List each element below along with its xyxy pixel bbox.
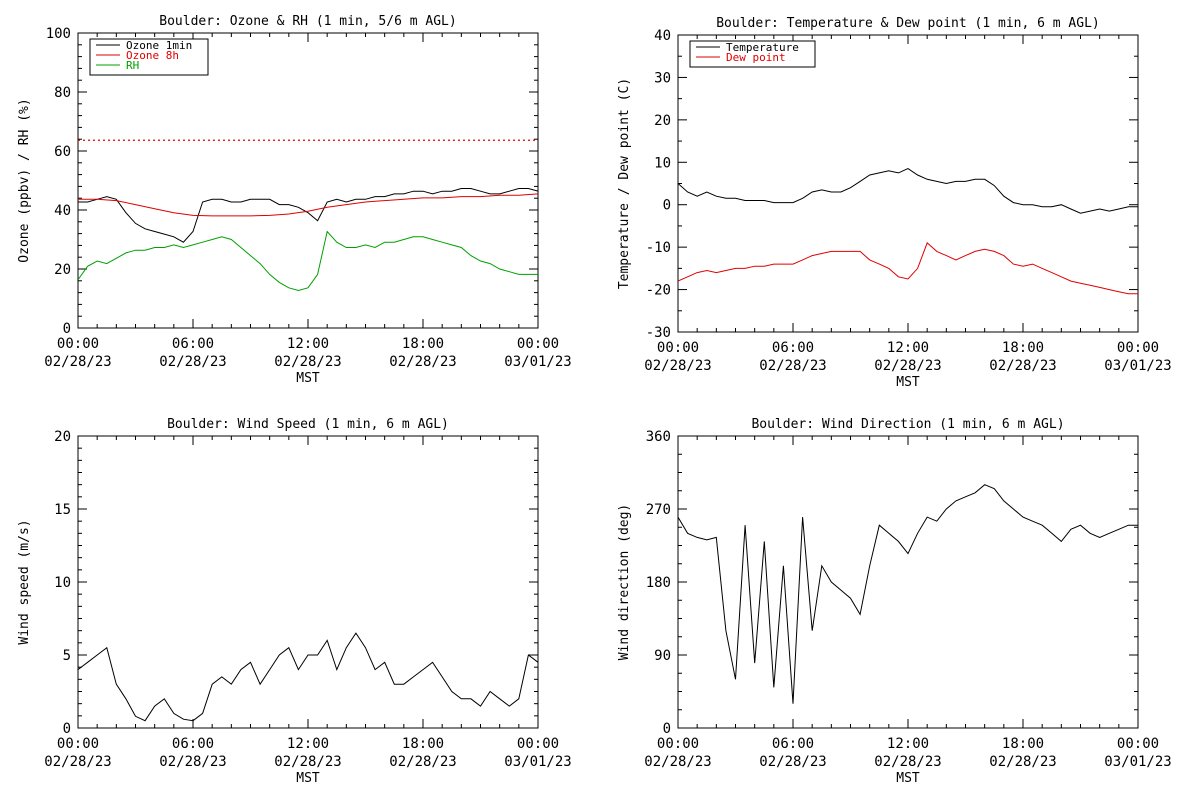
x-tick-time: 00:00 bbox=[1117, 736, 1159, 752]
ozone-8h-line bbox=[78, 193, 538, 217]
plot-frame bbox=[77, 435, 539, 729]
x-tick-time: 18:00 bbox=[402, 336, 444, 352]
x-tick-date: 03/01/23 bbox=[504, 754, 571, 770]
legend-label: Ozone 8h bbox=[126, 49, 179, 62]
x-axis-label: MST bbox=[296, 771, 320, 786]
x-axis-label: MST bbox=[296, 371, 320, 386]
y-tick-label: 0 bbox=[663, 721, 671, 737]
legend-label: Temperature bbox=[726, 41, 799, 54]
x-tick-time: 00:00 bbox=[517, 336, 559, 352]
chart-panel-2: Boulder: Temperature & Dew point (1 min,… bbox=[617, 16, 1172, 390]
plot-frame bbox=[677, 435, 1139, 729]
legend-label: Dew point bbox=[726, 51, 786, 64]
chart-panel-4: Boulder: Wind Direction (1 min, 6 m AGL)… bbox=[617, 417, 1172, 786]
chart-panel-1: Boulder: Ozone & RH (1 min, 5/6 m AGL)02… bbox=[17, 14, 572, 386]
y-tick-label: -30 bbox=[646, 325, 671, 341]
x-tick-date: 03/01/23 bbox=[504, 354, 571, 370]
y-tick-label: 180 bbox=[646, 575, 671, 591]
chart-title: Boulder: Ozone & RH (1 min, 5/6 m AGL) bbox=[159, 14, 456, 29]
x-tick-time: 00:00 bbox=[517, 736, 559, 752]
y-tick-label: 20 bbox=[54, 262, 71, 278]
y-axis-label: Temperature / Dew point (C) bbox=[617, 78, 632, 289]
x-axis-label: MST bbox=[896, 771, 920, 786]
x-tick-time: 12:00 bbox=[887, 736, 929, 752]
y-tick-label: 0 bbox=[63, 321, 71, 337]
x-tick-date: 02/28/23 bbox=[44, 354, 111, 370]
x-tick-date: 02/28/23 bbox=[644, 754, 711, 770]
dew-point-line bbox=[678, 242, 1138, 295]
x-tick-time: 00:00 bbox=[657, 340, 699, 356]
x-tick-time: 18:00 bbox=[402, 736, 444, 752]
series-1-line bbox=[678, 484, 1138, 704]
ozone-1min-line bbox=[78, 188, 538, 243]
x-tick-time: 06:00 bbox=[772, 736, 814, 752]
chart-panel-3: Boulder: Wind Speed (1 min, 6 m AGL) 0 5 10… bbox=[17, 417, 572, 786]
y-tick-label: 10 bbox=[654, 155, 671, 171]
y-tick-label: -20 bbox=[646, 283, 671, 299]
chart-title: Boulder: Wind Speed (1 min, 6 m AGL) bbox=[167, 417, 449, 432]
y-tick-label: 40 bbox=[54, 203, 71, 219]
plot-frame bbox=[677, 34, 1139, 333]
y-tick-label: 80 bbox=[54, 85, 71, 101]
y-tick-label: 0 bbox=[63, 721, 71, 737]
y-axis-label: Wind direction (deg) bbox=[617, 504, 632, 661]
x-tick-date: 02/28/23 bbox=[874, 754, 941, 770]
y-tick-label: 20 bbox=[654, 113, 671, 129]
rh-line bbox=[78, 230, 538, 292]
y-tick-label: 40 bbox=[654, 28, 671, 44]
y-tick-label: 15 bbox=[54, 502, 71, 518]
legend-label: Ozone 1min bbox=[126, 39, 192, 52]
x-tick-date: 02/28/23 bbox=[989, 754, 1056, 770]
y-tick-label: 30 bbox=[654, 70, 671, 86]
x-tick-time: 18:00 bbox=[1002, 340, 1044, 356]
x-tick-date: 02/28/23 bbox=[989, 358, 1056, 374]
x-tick-time: 18:00 bbox=[1002, 736, 1044, 752]
series-1-line bbox=[78, 632, 538, 722]
x-tick-date: 02/28/23 bbox=[274, 754, 341, 770]
x-tick-date: 02/28/23 bbox=[274, 354, 341, 370]
x-tick-time: 12:00 bbox=[287, 736, 329, 752]
y-tick-label: 5 bbox=[63, 648, 71, 664]
chart-title: Boulder: Temperature & Dew point (1 min,… bbox=[716, 16, 1100, 31]
y-axis-label: Ozone (ppbv) / RH (%) bbox=[17, 98, 32, 262]
x-tick-time: 06:00 bbox=[172, 736, 214, 752]
x-tick-date: 02/28/23 bbox=[644, 358, 711, 374]
chart-title: Boulder: Wind Direction (1 min, 6 m AGL) bbox=[751, 417, 1064, 432]
legend-label: RH bbox=[126, 59, 139, 72]
x-tick-date: 02/28/23 bbox=[389, 754, 456, 770]
x-tick-date: 03/01/23 bbox=[1104, 358, 1171, 374]
y-tick-label: 270 bbox=[646, 502, 671, 518]
y-tick-label: 20 bbox=[54, 429, 71, 445]
x-tick-date: 02/28/23 bbox=[159, 354, 226, 370]
legend-box bbox=[689, 40, 816, 68]
temperature-line bbox=[678, 168, 1138, 214]
x-tick-time: 00:00 bbox=[57, 336, 99, 352]
x-tick-date: 03/01/23 bbox=[1104, 754, 1171, 770]
y-tick-label: 90 bbox=[654, 648, 671, 664]
x-tick-date: 02/28/23 bbox=[759, 754, 826, 770]
x-tick-time: 06:00 bbox=[772, 340, 814, 356]
y-axis-label: Wind speed (m/s) bbox=[17, 519, 32, 644]
plot-frame bbox=[77, 32, 539, 329]
y-tick-label: -10 bbox=[646, 240, 671, 256]
x-tick-date: 02/28/23 bbox=[759, 358, 826, 374]
x-tick-time: 12:00 bbox=[887, 340, 929, 356]
x-tick-date: 02/28/23 bbox=[44, 754, 111, 770]
y-tick-label: 60 bbox=[54, 144, 71, 160]
y-tick-label: 0 bbox=[663, 198, 671, 214]
x-tick-time: 00:00 bbox=[657, 736, 699, 752]
y-tick-label: 10 bbox=[54, 575, 71, 591]
y-tick-label: 360 bbox=[646, 429, 671, 445]
y-tick-label: 100 bbox=[46, 26, 71, 42]
x-tick-time: 00:00 bbox=[1117, 340, 1159, 356]
x-axis-label: MST bbox=[896, 375, 920, 390]
x-tick-time: 00:00 bbox=[57, 736, 99, 752]
x-tick-time: 12:00 bbox=[287, 336, 329, 352]
x-tick-date: 02/28/23 bbox=[159, 754, 226, 770]
x-tick-time: 06:00 bbox=[172, 336, 214, 352]
x-tick-date: 02/28/23 bbox=[389, 354, 456, 370]
x-tick-date: 02/28/23 bbox=[874, 358, 941, 374]
